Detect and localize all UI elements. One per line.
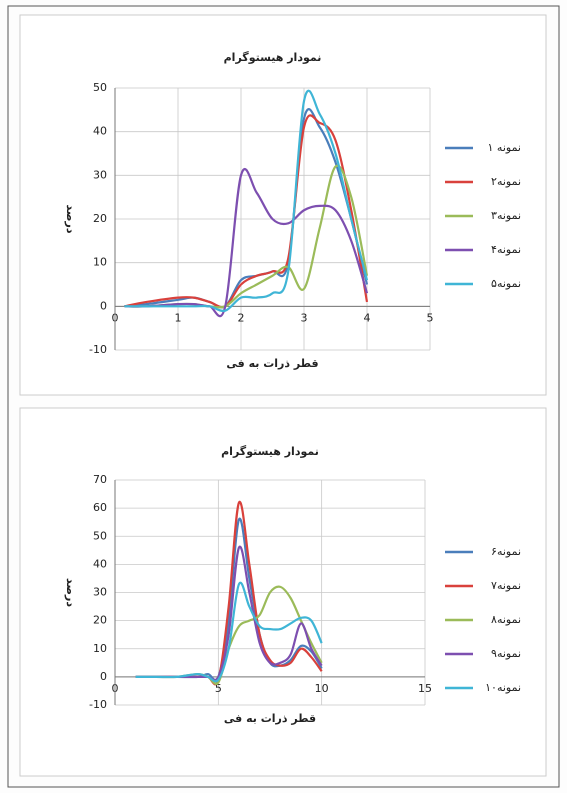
series-line: [135, 545, 323, 682]
y-tick-label: 0: [100, 299, 107, 312]
x-axis-label: قطر ذرات به فی: [226, 357, 318, 370]
x-axis-label: قطر ذرات به فی: [224, 712, 316, 725]
legend-label: نمونه ۱: [488, 141, 521, 154]
y-tick-label: -10: [89, 343, 107, 356]
series-line: [124, 167, 369, 318]
y-tick-label: 10: [93, 642, 107, 655]
chart-frame: [19, 14, 547, 396]
legend-label: نمونه۱۰: [485, 681, 521, 694]
legend-label: نمونه۸: [491, 613, 521, 626]
x-tick-label: 3: [301, 311, 308, 324]
x-tick-label: 2: [238, 311, 245, 324]
y-tick-label: 30: [93, 586, 107, 599]
series-line: [135, 581, 323, 683]
y-axis-label: درصد: [64, 205, 77, 234]
legend-label: نمونه۲: [491, 175, 521, 188]
series-line: [124, 114, 369, 309]
y-tick-label: 0: [100, 670, 107, 683]
legend-label: نمونه۳: [491, 209, 521, 222]
x-tick-label: 5: [427, 311, 434, 324]
y-tick-label: 50: [93, 81, 107, 94]
y-tick-label: 40: [93, 557, 107, 570]
series-line: [124, 89, 369, 313]
x-tick-label: 15: [418, 682, 432, 695]
legend-label: نمونه۷: [491, 579, 521, 592]
x-tick-label: 5: [215, 682, 222, 695]
x-tick-label: 4: [364, 311, 371, 324]
y-tick-label: -10: [89, 698, 107, 711]
y-axis-label: درصد: [64, 578, 77, 607]
page-frame: [7, 5, 560, 788]
y-tick-label: 30: [93, 168, 107, 181]
chart-title: نمودار هیستوگرام: [221, 445, 319, 458]
x-tick-label: 10: [315, 682, 329, 695]
y-tick-label: 50: [93, 529, 107, 542]
y-tick-label: 20: [93, 212, 107, 225]
y-tick-label: 40: [93, 125, 107, 138]
y-tick-label: 20: [93, 614, 107, 627]
legend-label: نمونه۴: [491, 243, 521, 256]
chart-frame: [19, 407, 547, 777]
y-tick-label: 10: [93, 256, 107, 269]
legend-label: نمونه۵: [491, 277, 521, 290]
legend-label: نمونه۹: [491, 647, 521, 660]
x-tick-label: 1: [175, 311, 182, 324]
legend-label: نمونه۶: [491, 545, 521, 558]
y-tick-label: 70: [93, 473, 107, 486]
chart-title: نمودار هیستوگرام: [224, 51, 322, 64]
y-tick-label: 60: [93, 501, 107, 514]
